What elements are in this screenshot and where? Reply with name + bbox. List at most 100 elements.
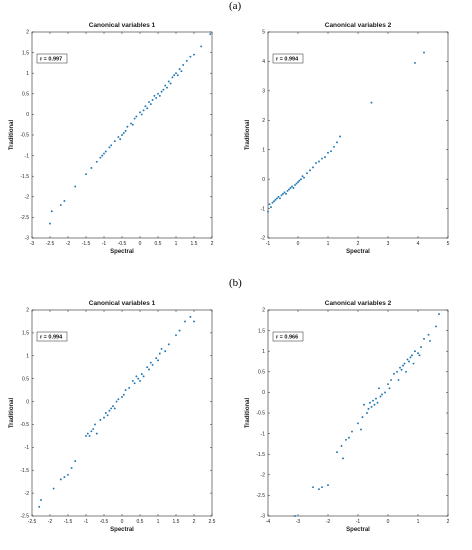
y-tick-label: -1 [25,445,30,451]
data-point [119,138,122,141]
data-point [52,487,55,490]
x-tick-label: 3 [387,241,390,247]
x-tick-label: -1 [102,241,107,247]
data-point [280,194,283,197]
x-tick-label: -2 [326,519,331,525]
data-point [409,356,412,359]
data-point [283,191,286,194]
data-point [133,382,136,385]
data-point [169,82,172,85]
data-point [363,403,365,406]
data-point [294,515,296,517]
data-point [135,115,138,118]
data-point [339,135,341,138]
data-point [148,368,150,371]
chart-title: Canonical variables 2 [325,300,392,307]
data-point [121,134,123,136]
x-tick-label: -1 [84,519,89,525]
data-point [390,379,392,381]
data-point [333,145,335,148]
scatter-chart-b2: Canonical variables 2-4 -3 -2 -1 0 1 2-3-2.5-2… [245,300,450,533]
data-point [370,405,373,408]
y-tick-label: -2.5 [256,493,265,499]
data-point [146,107,149,110]
data-point [139,111,141,114]
data-point [49,222,51,225]
data-point [303,176,305,179]
scatter-chart-b1: Canonical variables 1 -2.5 -2 -1.5 -1 -0.5 0 0.… [9,300,216,533]
data-point [95,432,98,435]
x-tick-label: 2.5 [209,519,216,525]
data-point [115,400,118,403]
data-point [74,460,77,463]
data-point [370,101,373,104]
data-point [106,414,109,417]
data-point [270,206,272,209]
x-tick-label: -1 [356,519,361,525]
data-point [276,197,278,200]
data-point [357,422,359,425]
data-point [110,407,113,410]
x-tick-label: -3 [30,241,35,247]
data-point [74,185,77,188]
x-tick-label: 0 [297,241,300,247]
x-tick-label: -0.5 [100,519,109,525]
data-point [402,364,404,367]
chart-title: Canonical variables 1 [89,300,156,307]
data-point [146,366,149,369]
data-point [277,195,280,198]
data-point [67,473,69,476]
data-point [292,187,295,189]
data-point [414,350,416,353]
data-point [367,407,370,410]
x-tick-label: 1 [417,519,420,525]
data-point [121,396,123,398]
y-tick-label: 0 [262,177,265,183]
data-point [301,175,304,178]
data-point [309,169,311,172]
data-point [164,84,167,87]
data-point [271,201,274,204]
data-point [40,499,42,501]
data-point [330,150,332,153]
data-point [135,375,138,378]
y-tick-label: 0 [26,399,29,405]
y-tick-label: 1.5 [22,50,29,56]
x-tick-label: -0.5 [118,241,127,247]
data-point [361,416,364,419]
data-point [324,156,326,159]
x-tick-label: 0 [139,241,142,247]
data-point [133,117,136,120]
x-tick-label: -4 [266,519,271,525]
data-point [351,430,353,433]
data-point [104,412,107,414]
data-point [167,80,170,83]
data-point [289,187,292,189]
data-point [336,451,338,454]
data-point [157,92,159,95]
data-point [435,325,437,328]
data-point [185,59,188,62]
data-point [103,416,105,419]
y-tick-label: -1 [261,431,266,437]
data-point [267,210,269,213]
data-point [178,329,181,332]
data-point [393,372,395,375]
data-point [148,101,150,103]
y-tick-label: -3 [25,236,30,242]
data-point [373,403,376,406]
plot-area [31,309,213,517]
data-point [411,354,413,357]
data-point [104,150,107,153]
x-axis-label: Spectral [110,527,134,533]
data-point [189,55,192,58]
correlation-label: r = 0.997 [40,56,62,62]
x-tick-label: -1.5 [64,519,73,525]
data-point [63,199,66,202]
data-point [158,94,161,97]
data-point [122,131,125,134]
data-point [412,362,415,365]
data-point [417,352,419,355]
x-tick-label: 1.5 [173,519,180,525]
data-point [85,173,87,176]
